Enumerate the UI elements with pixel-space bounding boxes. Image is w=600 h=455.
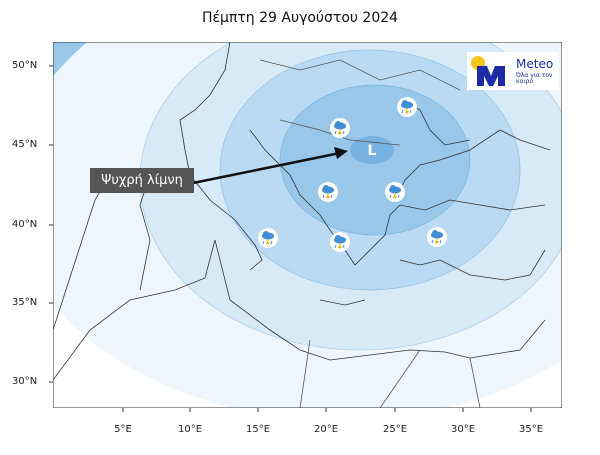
thunderstorm-rain-icon: [330, 232, 350, 252]
lat-label: 45°N: [12, 139, 38, 150]
logo-name: Meteo: [516, 57, 554, 71]
lat-label: 40°N: [12, 219, 38, 230]
lon-label: 20°E: [313, 424, 339, 435]
axis-ticks: [49, 65, 532, 412]
meteo-logo: Meteo Όλα για τον καιρό: [467, 52, 559, 90]
thunderstorm-rain-icon: [427, 227, 447, 247]
lon-label: 25°E: [382, 424, 408, 435]
thunderstorm-rain-icon: [330, 118, 350, 138]
lon-label: 30°E: [450, 424, 476, 435]
lon-label: 10°E: [177, 424, 203, 435]
low-pressure-marker: L: [368, 143, 377, 159]
logo-tagline: Όλα για τον καιρό: [516, 72, 553, 85]
map-title: Πέμπτη 29 Αυγούστου 2024: [201, 10, 399, 26]
lat-label: 50°N: [12, 60, 38, 71]
lat-label: 35°N: [12, 297, 38, 308]
annotation-arrow: [192, 151, 341, 185]
arrow-head-icon: [334, 147, 348, 159]
cold-pool-label: Ψυχρή λίμνη: [90, 168, 194, 193]
thunderstorm-rain-icon: [258, 228, 278, 248]
logo-mark-icon: [471, 56, 505, 86]
thunderstorm-rain-icon: [318, 182, 338, 202]
lon-label: 15°E: [245, 424, 271, 435]
lon-label: 35°E: [518, 424, 544, 435]
lat-label: 30°N: [12, 376, 38, 387]
lon-label: 5°E: [114, 424, 132, 435]
thunderstorm-rain-icon: [397, 97, 417, 117]
thunderstorm-rain-icon: [385, 182, 405, 202]
